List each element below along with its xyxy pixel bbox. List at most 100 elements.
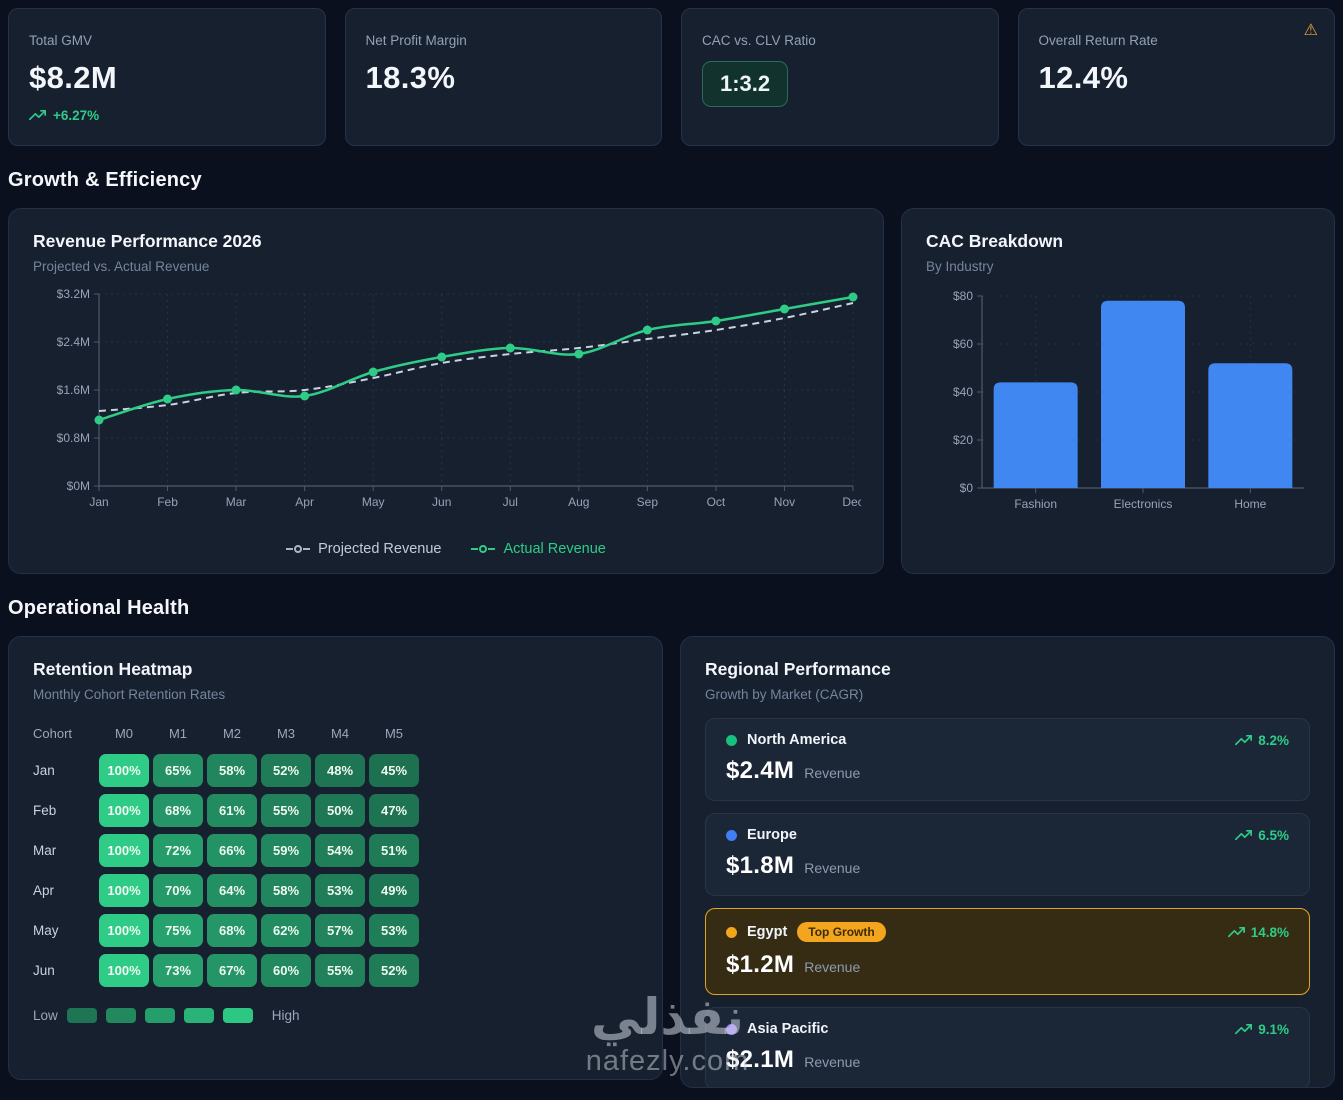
- heatmap-cell: 50%: [315, 794, 365, 827]
- heatmap-col-header-m0: M0: [114, 726, 134, 741]
- region-item-north-america[interactable]: North America 8.2% $2.4M Revenue: [705, 718, 1310, 801]
- heatmap-cell: 75%: [153, 914, 203, 947]
- heatmap-cell: 55%: [315, 954, 365, 987]
- kpi-value: 12.4%: [1038, 60, 1129, 95]
- svg-text:$80: $80: [953, 289, 973, 303]
- heatmap-cell: 59%: [261, 834, 311, 867]
- svg-text:Feb: Feb: [157, 495, 178, 509]
- retention-heatmap-card: Retention Heatmap Monthly Cohort Retenti…: [8, 636, 663, 1080]
- svg-text:Electronics: Electronics: [1114, 497, 1173, 511]
- region-dot-icon: [726, 829, 737, 841]
- region-item-asia-pacific[interactable]: Asia Pacific 9.1% $2.1M Revenue: [705, 1007, 1310, 1087]
- svg-text:$0M: $0M: [67, 479, 90, 493]
- kpi-card-overall-return-rate: ⚠ Overall Return Rate 12.4%: [1017, 8, 1335, 146]
- heatmap-scale-swatch: [105, 1008, 136, 1023]
- revenue-performance-card: Revenue Performance 2026 Projected vs. A…: [8, 208, 884, 574]
- heatmap-cell: 58%: [207, 754, 257, 787]
- region-revenue-row: $1.8M Revenue: [726, 852, 1289, 880]
- series-line-icon: [286, 544, 311, 554]
- svg-text:May: May: [362, 495, 385, 509]
- svg-text:Jun: Jun: [432, 495, 451, 509]
- heatmap-scale-swatch: [222, 1008, 253, 1023]
- trending-up-icon: [1235, 829, 1253, 842]
- region-revenue-label: Revenue: [804, 959, 861, 975]
- heatmap-cell: 100%: [99, 954, 149, 987]
- kpi-value: $8.2M: [29, 60, 118, 95]
- heatmap-cell: 54%: [315, 834, 365, 867]
- heatmap-col-header-m3: M3: [276, 726, 296, 741]
- region-growth: 6.5%: [1235, 828, 1289, 843]
- bar-home: [1208, 363, 1293, 488]
- heatmap-legend-high-label: High: [271, 1008, 300, 1023]
- region-name: Egypt: [747, 924, 788, 940]
- heatmap-scale-swatch: [183, 1008, 214, 1023]
- region-revenue-row: $2.1M Revenue: [726, 1046, 1289, 1074]
- heatmap-row-label-mar: Mar: [33, 843, 57, 858]
- svg-text:Fashion: Fashion: [1014, 497, 1057, 511]
- heatmap-scale-swatch: [144, 1008, 175, 1023]
- heatmap-cell: 52%: [261, 754, 311, 787]
- trending-up-icon: [29, 109, 46, 122]
- kpi-delta-text: +6.27%: [53, 108, 100, 123]
- heatmap-corner-label: Cohort: [33, 726, 73, 741]
- heatmap-cell: 52%: [369, 954, 419, 987]
- series-line-icon: [471, 544, 496, 554]
- legend-item-actual-revenue: Actual Revenue: [471, 541, 606, 557]
- heatmap-cell: 45%: [369, 754, 419, 787]
- heatmap-cell: 66%: [207, 834, 257, 867]
- heatmap-cell: 100%: [99, 754, 149, 787]
- trending-up-icon: [1235, 1023, 1253, 1036]
- legend-item-projected-revenue: Projected Revenue: [286, 541, 441, 557]
- region-revenue-row: $2.4M Revenue: [726, 757, 1289, 785]
- svg-text:Jul: Jul: [503, 495, 518, 509]
- region-revenue-row: $1.2M Revenue: [726, 951, 1289, 979]
- kpi-label: Total GMV: [29, 33, 93, 48]
- region-item-egypt[interactable]: Egypt Top Growth 14.8% $1.2M Revenue: [705, 908, 1310, 995]
- kpi-label: CAC vs. CLV Ratio: [702, 33, 816, 48]
- region-revenue-value: $2.4M: [726, 757, 795, 784]
- region-growth: 8.2%: [1235, 733, 1289, 748]
- heatmap-cell: 100%: [99, 834, 149, 867]
- svg-text:$40: $40: [953, 385, 973, 399]
- heatmap-scale-legend: Low High: [33, 1008, 638, 1023]
- heatmap-cell: 51%: [369, 834, 419, 867]
- kpi-value: 18.3%: [365, 60, 456, 95]
- heatmap-row-label-jun: Jun: [33, 963, 55, 978]
- cac-breakdown-card: CAC Breakdown By Industry $0 $20 $40 $60 $80…: [901, 208, 1335, 574]
- heatmap-row-label-may: May: [33, 923, 59, 938]
- svg-text:Nov: Nov: [774, 495, 795, 509]
- cac-bar-chart[interactable]: $0 $20 $40 $60 $80 Fashion Electronics Home: [926, 284, 1310, 539]
- region-growth: 14.8%: [1227, 925, 1289, 940]
- kpi-label: Overall Return Rate: [1038, 33, 1158, 48]
- svg-text:Mar: Mar: [226, 495, 247, 509]
- regional-subtitle: Growth by Market (CAGR): [705, 687, 864, 702]
- svg-text:Apr: Apr: [295, 495, 314, 509]
- retention-subtitle: Monthly Cohort Retention Rates: [33, 687, 226, 702]
- heatmap-cell: 58%: [261, 874, 311, 907]
- heatmap-cell: 53%: [315, 874, 365, 907]
- kpi-card-net-profit-margin: Net Profit Margin 18.3%: [344, 8, 662, 146]
- revenue-chart-subtitle: Projected vs. Actual Revenue: [33, 259, 210, 274]
- heatmap-cell: 60%: [261, 954, 311, 987]
- svg-text:$0: $0: [960, 481, 974, 495]
- kpi-row: Total GMV $8.2M +6.27% Net Profit Margin…: [8, 8, 1335, 146]
- heatmap-row-label-apr: Apr: [33, 883, 55, 898]
- trending-up-icon: [1235, 734, 1253, 747]
- svg-text:$20: $20: [953, 433, 973, 447]
- heatmap-cell: 68%: [153, 794, 203, 827]
- revenue-chart-title: Revenue Performance 2026: [33, 231, 262, 251]
- region-revenue-label: Revenue: [804, 1054, 861, 1070]
- region-growth: 9.1%: [1235, 1022, 1289, 1037]
- region-name: Asia Pacific: [747, 1021, 829, 1037]
- svg-text:$60: $60: [953, 337, 973, 351]
- revenue-line-chart[interactable]: $0M $0.8M $1.6M $2.4M $3.2M Jan Feb Mar Apr May Ju…: [33, 284, 864, 537]
- region-list: North America 8.2% $2.4M Revenue Europe 6.5% $…: [705, 718, 1310, 1087]
- bottom-row: Retention Heatmap Monthly Cohort Retenti…: [8, 636, 1335, 1088]
- cac-clv-ratio-badge: 1:3.2: [702, 61, 789, 107]
- heatmap-scale-swatch: [66, 1008, 97, 1023]
- svg-text:Jan: Jan: [89, 495, 108, 509]
- trending-up-icon: [1227, 926, 1245, 939]
- region-dot-icon: [726, 734, 737, 746]
- region-item-europe[interactable]: Europe 6.5% $1.8M Revenue: [705, 813, 1310, 896]
- regional-title: Regional Performance: [705, 659, 891, 679]
